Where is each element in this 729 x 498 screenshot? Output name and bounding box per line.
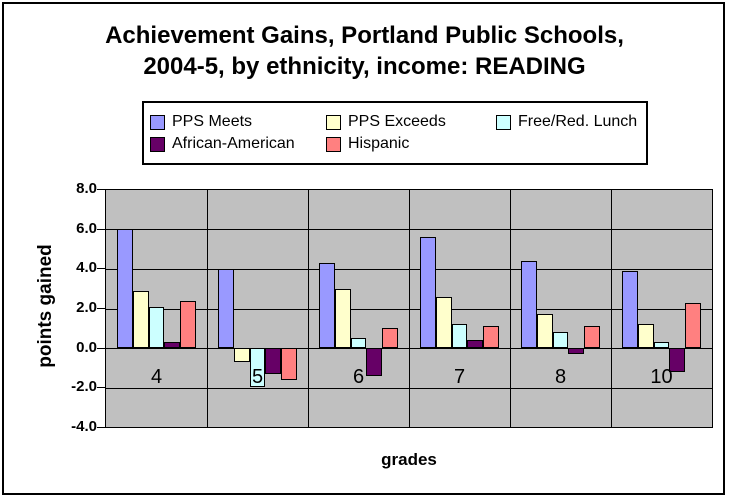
category-label-8: 8 xyxy=(554,366,567,388)
bar-african-american-grade-10 xyxy=(669,347,686,372)
bar-pps-exceeds-grade-6 xyxy=(334,288,351,348)
legend-item-african-american: African-American xyxy=(150,135,326,153)
y-tick-mark xyxy=(97,427,105,428)
y-tick-label-0.0: 0.0 xyxy=(76,338,97,356)
y-tick-mark xyxy=(97,387,105,389)
chart-title-line2: 2004-5, by ethnicity, income: READING xyxy=(143,53,586,80)
y-tick-label-8.0: 8.0 xyxy=(76,180,97,197)
pps-meets-swatch xyxy=(150,114,165,130)
pps-exceeds-swatch xyxy=(326,114,341,130)
bar-free-red-lunch-grade-8 xyxy=(552,332,569,348)
bar-pps-meets-grade-4 xyxy=(117,229,133,348)
y-tick-mark xyxy=(97,347,105,349)
chart-title: Achievement Gains, Portland Public Schoo… xyxy=(0,20,729,82)
bar-free-red-lunch-grade-6 xyxy=(350,338,367,348)
plot-area: 4 5 6 7 8 10 xyxy=(105,189,713,428)
y-tick-label-4.0: 4.0 xyxy=(76,259,97,277)
bar-hispanic-grade-10 xyxy=(685,302,701,348)
bar-african-american-grade-6 xyxy=(366,347,383,376)
bar-free-red-lunch-grade-7 xyxy=(451,324,468,348)
bar-african-american-grade-4 xyxy=(164,342,181,348)
bar-african-american-grade-5 xyxy=(265,347,282,374)
category-divider xyxy=(409,190,410,427)
legend-label-free-red-lunch: Free/Red. Lunch xyxy=(518,113,638,130)
legend-item-free-red-lunch: Free/Red. Lunch xyxy=(496,113,646,131)
bar-hispanic-grade-8 xyxy=(584,326,600,348)
bar-hispanic-grade-4 xyxy=(180,300,196,348)
y-tick-mark xyxy=(97,228,105,230)
y-tick-mark xyxy=(97,189,105,190)
bar-pps-meets-grade-10 xyxy=(622,270,638,348)
category-label-5: 5 xyxy=(251,366,264,388)
bar-african-american-grade-7 xyxy=(467,340,484,348)
legend-item-hispanic: Hispanic xyxy=(326,135,496,153)
category-divider xyxy=(510,190,511,427)
y-tick-label--2.0: -2.0 xyxy=(71,378,97,396)
x-axis-title: grades xyxy=(381,450,437,469)
legend-label-african-american: African-American xyxy=(172,135,295,152)
bar-pps-exceeds-grade-7 xyxy=(435,296,452,348)
bar-pps-meets-grade-5 xyxy=(218,268,234,348)
legend: PPS Meets PPS Exceeds Free/Red. Lunch Afric… xyxy=(142,101,648,165)
bar-hispanic-grade-7 xyxy=(483,326,499,348)
legend-label-pps-meets: PPS Meets xyxy=(172,113,253,130)
chart-title-line1: Achievement Gains, Portland Public Schoo… xyxy=(105,22,624,49)
bar-free-red-lunch-grade-5 xyxy=(249,347,266,388)
y-tick-label--4.0: -4.0 xyxy=(71,418,97,435)
bar-african-american-grade-8 xyxy=(568,347,585,354)
y-tick-mark xyxy=(97,308,105,309)
legend-label-hispanic: Hispanic xyxy=(348,135,410,152)
bar-free-red-lunch-grade-4 xyxy=(148,306,165,348)
category-divider xyxy=(207,190,208,427)
y-tick-label-6.0: 6.0 xyxy=(76,219,97,237)
legend-item-pps-meets: PPS Meets xyxy=(150,113,326,131)
legend-item-pps-exceeds: PPS Exceeds xyxy=(326,113,496,131)
category-divider xyxy=(611,190,612,427)
y-tick-mark xyxy=(97,268,105,270)
category-label-4: 4 xyxy=(150,366,163,388)
bar-pps-meets-grade-6 xyxy=(319,263,335,348)
category-label-6: 6 xyxy=(352,366,365,388)
bar-pps-exceeds-grade-5 xyxy=(233,347,250,362)
bar-free-red-lunch-grade-10 xyxy=(653,342,670,348)
y-tick-label-2.0: 2.0 xyxy=(76,299,97,316)
african-american-swatch xyxy=(150,136,165,152)
category-divider xyxy=(308,190,309,427)
bar-pps-exceeds-grade-8 xyxy=(536,314,553,348)
legend-label-pps-exceeds: PPS Exceeds xyxy=(348,113,446,130)
bar-pps-meets-grade-7 xyxy=(420,237,436,348)
hispanic-swatch xyxy=(326,136,341,152)
bar-pps-exceeds-grade-10 xyxy=(637,324,654,348)
bar-pps-meets-grade-8 xyxy=(521,261,537,348)
category-label-7: 7 xyxy=(453,366,466,388)
free-red-lunch-swatch xyxy=(496,114,511,130)
bar-pps-exceeds-grade-4 xyxy=(132,290,149,348)
bar-hispanic-grade-6 xyxy=(382,328,398,348)
bar-hispanic-grade-5 xyxy=(281,347,297,380)
category-label-10: 10 xyxy=(650,366,673,388)
